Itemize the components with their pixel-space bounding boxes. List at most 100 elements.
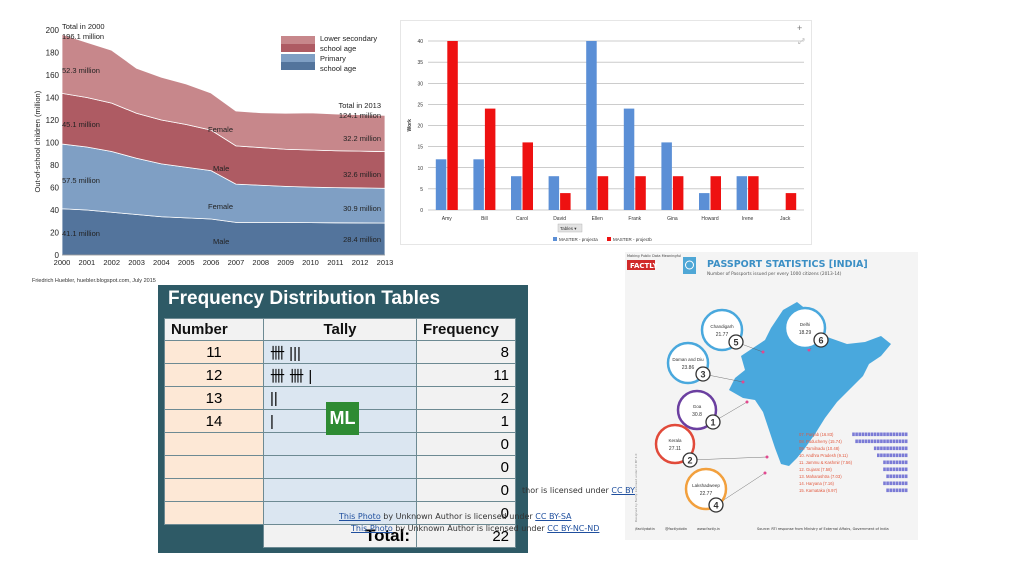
state-passport-glyph — [892, 481, 896, 486]
state-passport-glyph — [895, 467, 899, 472]
area-annotation-male1: Male — [213, 164, 229, 173]
credit-2-text: by Unknown Author is licensed under — [380, 512, 536, 521]
bar-1-ellen — [597, 176, 609, 210]
table-row: 0 — [164, 478, 516, 502]
cell-number: 14 — [164, 409, 264, 433]
table-row: 14 | 1 — [164, 409, 516, 433]
credit-3-photo-link[interactable]: This Photo — [351, 524, 393, 533]
state-passport-glyph — [889, 467, 892, 472]
state-passport-glyph — [886, 481, 889, 486]
credit-2-license-link[interactable]: CC BY-SA — [535, 512, 572, 521]
bubble-rank-badge — [708, 497, 724, 513]
state-passport-glyph — [892, 446, 896, 451]
state-passport-glyph — [892, 467, 896, 472]
table-total-row: Total: 22 — [164, 524, 516, 548]
bar-1-jack — [785, 193, 797, 210]
state-passport-glyph — [864, 439, 868, 444]
state-passport-glyph — [886, 446, 889, 451]
state-passport-glyph — [886, 460, 889, 465]
area-xtick: 2008 — [252, 258, 269, 267]
area-legend-swatch-1 — [281, 44, 315, 52]
state-passport-glyph — [877, 453, 880, 458]
area-xtick: 2009 — [277, 258, 294, 267]
state-passport-glyph — [870, 432, 874, 437]
bar-ytick: 20 — [417, 124, 423, 130]
bar-0-amy — [435, 159, 447, 210]
edit-icon[interactable]: ⤢ — [798, 37, 805, 46]
social-facebook: /factlydotin — [635, 527, 655, 531]
area-xtick: 2002 — [103, 258, 120, 267]
area-annotation-v523: 52.3 million — [62, 66, 100, 75]
state-passport-glyph — [889, 453, 892, 458]
state-passport-glyph — [898, 488, 902, 493]
state-passport-glyph — [855, 432, 858, 437]
area-ytick: 20 — [50, 229, 59, 238]
area-annotation-total_2013: Total in 2013 — [338, 101, 381, 110]
cell-tally — [263, 478, 417, 502]
total-label: Total: — [263, 524, 417, 548]
state-passport-glyph — [898, 460, 902, 465]
india-map — [729, 302, 891, 466]
bar-xtick: David — [553, 216, 566, 222]
bubble-rank: 6 — [818, 336, 823, 346]
bar-chart-panel: 0 5 10 15 20 25 30 35 40 Amy Bill Carol David Ellen Fr… — [400, 20, 812, 245]
state-passport-glyph — [886, 439, 889, 444]
credit-3-license-link[interactable]: CC BY-NC-ND — [547, 524, 600, 533]
bar-ytick: 15 — [417, 145, 423, 151]
bubble-name: Goa — [693, 404, 702, 409]
bubble-value: 22.77 — [700, 491, 713, 497]
area-xtick: 2010 — [302, 258, 319, 267]
state-passport-glyph — [904, 439, 908, 444]
state-passport-glyph — [889, 432, 892, 437]
state-passport-glyph — [904, 488, 908, 493]
bar-0-carol — [511, 176, 522, 210]
state-passport-glyph — [886, 453, 889, 458]
passport-infographic: Making Public Data Meaningful FACTLY PAS… — [625, 252, 918, 540]
bar-legend-swatch-b — [607, 237, 611, 241]
area-annotation-total_2013_val: 124.1 million — [339, 111, 381, 120]
bubble-target-dot — [761, 350, 765, 354]
bar-ylabel: Work — [407, 119, 413, 132]
state-passport-glyph — [901, 432, 905, 437]
area-ytick: 100 — [46, 139, 60, 148]
area-xtick: 2012 — [352, 258, 369, 267]
passport-infographic-panel: Making Public Data Meaningful FACTLY PAS… — [625, 252, 918, 540]
zoom-in-button[interactable]: + — [797, 23, 803, 33]
state-passport-glyph — [892, 439, 896, 444]
credit-1-license-link[interactable]: CC BY — [611, 486, 636, 495]
credit-line-2: This Photo by Unknown Author is licensed… — [339, 512, 572, 521]
state-list-item: 09. Tamilnadu (10.48) — [799, 446, 840, 451]
area-xtick: 2001 — [79, 258, 96, 267]
state-passport-glyph — [904, 432, 908, 437]
bar-xtick: Gina — [667, 216, 678, 222]
state-passport-glyph — [901, 488, 905, 493]
bar-xtick: Irene — [742, 216, 754, 222]
state-list-item: 12. Gujarat (7.58) — [799, 467, 832, 472]
bar-ytick: 40 — [417, 39, 423, 45]
state-passport-glyph — [880, 453, 883, 458]
bar-0-frank — [623, 108, 635, 210]
bar-ytick: 10 — [417, 166, 423, 172]
area-chart-panel: 0 20 40 60 80 100 120 140 160 180 200 2000 2001 2002 2… — [30, 20, 400, 285]
bubble-kerala — [654, 423, 696, 465]
bar-xtick: Jack — [780, 216, 791, 222]
state-passport-glyph — [892, 460, 896, 465]
area-legend-swatch-3 — [281, 62, 315, 70]
state-passport-glyph — [880, 439, 883, 444]
state-passport-glyph — [889, 488, 892, 493]
bar-0-irene — [736, 176, 748, 210]
table-row: 12 卌 卌 | 11 — [164, 363, 516, 387]
area-annotation-male2: Male — [213, 237, 229, 246]
cell-frequency: 11 — [416, 363, 516, 387]
tables-dropdown[interactable] — [557, 223, 583, 233]
bubble-value: 27.11 — [669, 446, 681, 452]
state-list-item: 11. Jammu & Kashmir (7.56) — [799, 460, 853, 465]
factly-logo: FACTLY — [630, 262, 659, 270]
state-passport-glyph — [904, 453, 908, 458]
state-passport-glyph — [895, 481, 899, 486]
cell-number — [164, 501, 264, 525]
frequency-table: Number Tally Frequency 11 卌 ||| 8 12 卌 卌 | 11… — [164, 318, 516, 548]
credit-2-photo-link[interactable]: This Photo — [339, 512, 381, 521]
state-passport-glyph — [867, 439, 871, 444]
area-annotation-v326: 32.6 million — [343, 170, 381, 179]
